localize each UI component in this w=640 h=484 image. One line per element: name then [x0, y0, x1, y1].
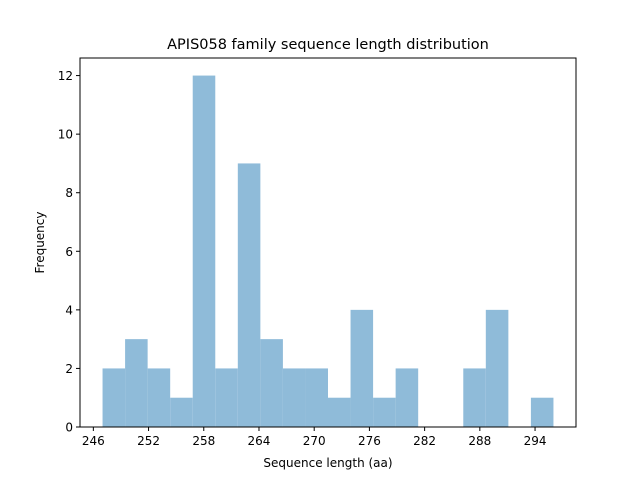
- x-tick-label: 258: [192, 434, 215, 448]
- histogram-bar: [170, 397, 193, 427]
- x-tick-label: 288: [468, 434, 491, 448]
- x-tick-label: 294: [524, 434, 547, 448]
- y-tick-label: 8: [65, 186, 73, 200]
- x-axis-ticks: 246 252 258 264 270 276 282 288 294: [82, 427, 547, 448]
- histogram-bar: [350, 309, 374, 427]
- chart-title: APIS058 family sequence length distribut…: [167, 37, 489, 53]
- y-axis-label: Frequency: [33, 212, 47, 274]
- y-tick-label: 6: [65, 245, 73, 259]
- histogram-bar: [395, 368, 419, 427]
- axes-frame: [79, 57, 577, 428]
- y-axis-ticks: 0 2 4 6 8 10 12: [58, 69, 80, 435]
- y-tick-label: 10: [58, 128, 73, 142]
- y-tick-label: 0: [65, 421, 73, 435]
- histogram-bar: [147, 368, 171, 427]
- x-tick-label: 264: [248, 434, 271, 448]
- histogram-bar: [237, 163, 261, 427]
- histogram-bar: [485, 309, 509, 427]
- y-tick-label: 4: [65, 303, 73, 317]
- x-tick-label: 246: [82, 434, 105, 448]
- histogram-bar: [373, 397, 396, 427]
- y-tick-label: 2: [65, 362, 73, 376]
- histogram-bar: [328, 397, 351, 427]
- x-tick-label: 252: [137, 434, 160, 448]
- bars: [102, 75, 554, 428]
- histogram-bar: [125, 339, 148, 427]
- histogram-bar: [260, 339, 283, 427]
- x-tick-label: 276: [358, 434, 381, 448]
- histogram-bar: [192, 75, 216, 428]
- x-tick-label: 270: [303, 434, 326, 448]
- y-tick-label: 12: [58, 69, 73, 83]
- histogram-bar: [215, 368, 238, 427]
- histogram-bar: [102, 368, 126, 427]
- histogram-bar: [305, 368, 328, 427]
- x-axis-label: Sequence length (aa): [263, 456, 392, 470]
- histogram-bar: [282, 368, 306, 427]
- x-tick-label: 282: [413, 434, 436, 448]
- histogram-bar: [463, 368, 486, 427]
- histogram-bar: [530, 397, 554, 427]
